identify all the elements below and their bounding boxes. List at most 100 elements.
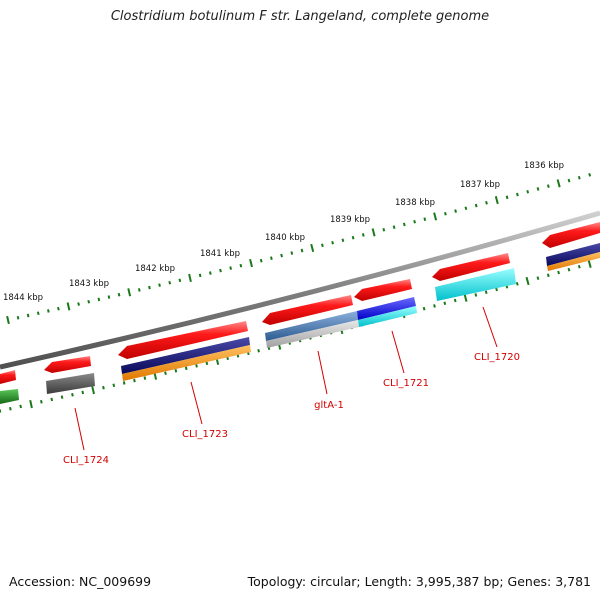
ruler-minor-tick [577,264,581,269]
gene-arrow[interactable] [0,370,16,384]
ruler-minor-tick [158,283,161,287]
category-track [0,243,600,404]
ruler-minor-tick [77,302,80,306]
ruler-minor-tick [484,290,488,295]
ruler-minor-tick [168,280,172,285]
ruler-major-tick [587,259,592,268]
ruler-major-tick [371,228,376,237]
ruler-minor-tick [516,192,519,197]
ruler-major-tick [188,273,192,283]
ruler-minor-tick [567,178,571,183]
gene-arrow[interactable] [542,222,600,248]
ruler-minor-tick [9,406,12,411]
category-band [546,243,600,266]
gene-label-cli-1721[interactable]: CLI_1721 [383,378,429,389]
ruler-minor-tick [413,219,416,224]
ruler-minor-tick [40,399,43,404]
ruler-major-tick [433,212,438,221]
ruler-minor-tick [36,311,40,316]
ruler-minor-tick [112,383,116,388]
ruler-minor-tick [505,195,509,200]
kbp-labels: 1836 kbp 1837 kbp 1838 kbp 1839 kbp 1840… [3,161,564,303]
ruler-minor-tick [321,243,324,248]
ruler-outer [6,173,592,325]
ruler-minor-tick [239,263,243,268]
ruler-minor-tick [341,238,345,243]
category-band [358,306,417,327]
ruler-minor-tick [526,189,530,194]
category-band [266,320,359,348]
ruler-major-tick [249,258,253,268]
gene-arrow-cli-1721[interactable] [354,279,412,301]
gene-label-cli-1724[interactable]: CLI_1724 [63,455,109,466]
ruler-minor-tick [270,256,273,260]
ruler-major-tick [494,195,499,205]
gene-arrow-glta-1[interactable] [262,295,353,325]
ruler-major-tick [127,288,132,297]
ruler-minor-tick [474,293,478,297]
ruler-minor-tick [464,206,468,211]
category-band [435,268,516,301]
ruler-minor-tick [143,376,147,380]
ruler-minor-tick [71,392,74,397]
ruler-minor-tick [453,298,457,303]
ruler-minor-tick [97,297,101,302]
ruler-minor-tick [402,222,406,227]
ruler-minor-tick [577,175,581,180]
ruler-minor-tick [195,364,198,368]
ruler-minor-tick [102,385,105,390]
ruler-minor-tick [331,240,334,245]
ruler-minor-tick [57,306,60,311]
ruler-minor-tick [454,209,457,213]
ruler-minor-tick [443,301,447,306]
gene-arrow-cli-1720[interactable] [432,253,510,281]
ruler-minor-tick [485,201,488,205]
category-band [357,297,416,320]
ruler-minor-tick [515,282,519,286]
ruler-minor-tick [205,361,209,366]
category-band [122,345,251,381]
ruler-minor-tick [280,253,283,258]
ruler-minor-tick [137,288,141,292]
category-band [265,311,358,341]
ruler-minor-tick [536,187,540,191]
ruler-minor-tick [444,211,447,216]
ruler-minor-tick [47,309,50,313]
ruler-minor-tick [259,258,263,263]
ruler-minor-tick [546,273,550,278]
ruler-minor-tick [107,295,111,299]
ruler-major-tick [66,302,71,311]
ruler-minor-tick [257,348,260,353]
ruler-minor-tick [81,390,85,395]
kbp-label: 1841 kbp [200,249,240,259]
ruler-major-tick [463,293,468,302]
accession-text: Accession: NC_009699 [9,574,152,589]
ruler-minor-tick [557,270,560,275]
ruler-minor-tick [50,397,54,402]
gene-label-glta-1[interactable]: gltA-1 [314,400,344,411]
gene-label-cli-1723[interactable]: CLI_1723 [182,429,228,440]
gene-arrow-cli-1723[interactable] [118,321,248,359]
gene-label-cli-1720[interactable]: CLI_1720 [474,352,520,363]
ruler-minor-tick [567,267,571,272]
ruler-minor-tick [164,371,167,376]
ruler-major-tick [91,385,95,395]
ruler-minor-tick [536,276,540,280]
ruler-major-tick [310,243,315,253]
ruler-major-tick [525,276,530,286]
ruler-minor-tick [178,278,182,283]
gene-arrow-cli-1724[interactable] [44,356,91,373]
ruler-minor-tick [290,251,294,255]
ruler-minor-tick [392,225,396,229]
ruler-minor-tick [423,217,427,221]
category-band [547,252,600,271]
ruler-major-tick [556,179,561,188]
gene-track [0,222,600,384]
category-band [46,373,95,394]
ruler-minor-tick [495,287,498,292]
genome-summary-text: Topology: circular; Length: 3,995,387 bp… [247,574,591,589]
category-band [0,389,19,404]
ruler-minor-tick [60,395,64,399]
category-band [121,337,250,374]
